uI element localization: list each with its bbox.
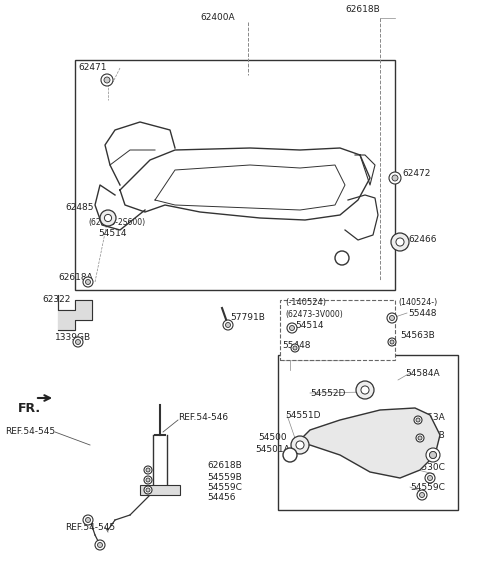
Text: A: A [339,253,345,263]
Text: 54559B: 54559B [207,472,242,481]
Text: 54584A: 54584A [405,369,440,378]
FancyBboxPatch shape [280,300,395,360]
Circle shape [417,490,427,500]
Text: 62618A: 62618A [58,273,93,282]
Text: (62473-3V000): (62473-3V000) [285,311,343,319]
Text: 55448: 55448 [408,308,436,318]
FancyBboxPatch shape [75,60,395,290]
Circle shape [226,323,230,328]
Circle shape [146,488,150,492]
Text: 55448: 55448 [282,341,311,349]
Text: 54559C: 54559C [410,483,445,492]
Text: 54514: 54514 [295,321,324,331]
Text: 62485: 62485 [65,204,94,213]
Circle shape [425,473,435,483]
Text: 1339GB: 1339GB [55,333,91,342]
Circle shape [223,320,233,330]
Text: REF.54-545: REF.54-545 [5,428,55,437]
Circle shape [105,214,111,222]
Text: 54559C: 54559C [207,483,242,492]
Circle shape [428,476,432,480]
Text: (140524-): (140524-) [398,298,437,307]
Text: REF.54-546: REF.54-546 [178,413,228,422]
Circle shape [361,386,369,394]
Text: 54456: 54456 [207,493,236,502]
Text: A: A [288,451,293,459]
Polygon shape [58,295,92,330]
Circle shape [335,251,349,265]
Circle shape [287,323,297,333]
Circle shape [430,451,436,459]
Circle shape [414,416,422,424]
Text: 57791B: 57791B [230,314,265,323]
Circle shape [416,418,420,422]
Circle shape [396,238,404,246]
Text: 54551D: 54551D [285,411,321,420]
Circle shape [101,74,113,86]
Circle shape [426,448,440,462]
Circle shape [391,233,409,251]
Circle shape [85,518,91,523]
Text: 54500: 54500 [258,434,287,442]
Text: 62472: 62472 [402,168,431,177]
Text: 54563B: 54563B [400,331,435,340]
Circle shape [289,325,295,331]
Circle shape [146,478,150,482]
Text: 54530C: 54530C [410,463,445,472]
Text: REF.54-545: REF.54-545 [65,523,115,531]
Circle shape [390,340,394,344]
Circle shape [144,466,152,474]
Circle shape [85,280,91,285]
Text: 54552D: 54552D [310,388,346,397]
FancyBboxPatch shape [278,355,458,510]
Circle shape [291,436,309,454]
Text: FR.: FR. [18,401,41,414]
Circle shape [75,340,81,345]
Text: 62618B: 62618B [207,460,242,469]
Circle shape [389,172,401,184]
Circle shape [430,451,436,459]
Circle shape [392,175,398,181]
Circle shape [283,448,297,462]
Circle shape [420,493,424,497]
Circle shape [388,338,396,346]
Circle shape [100,210,116,226]
Circle shape [144,486,152,494]
FancyBboxPatch shape [140,485,180,495]
Text: 62400A: 62400A [201,12,235,22]
Text: 54501A: 54501A [255,446,290,455]
Text: 62322: 62322 [42,295,71,304]
Circle shape [95,540,105,550]
Text: 62466: 62466 [408,235,436,244]
Text: 54519B: 54519B [410,430,445,439]
Circle shape [291,344,299,352]
Text: 54553A: 54553A [410,413,445,422]
Circle shape [73,337,83,347]
Text: (-140524): (-140524) [285,298,326,307]
Circle shape [416,434,424,442]
Circle shape [97,543,103,548]
Circle shape [144,476,152,484]
Circle shape [83,277,93,287]
Circle shape [83,515,93,525]
Circle shape [418,436,422,440]
Circle shape [356,381,374,399]
Polygon shape [295,408,440,478]
Text: (62473-2S600): (62473-2S600) [88,218,145,226]
Circle shape [387,313,397,323]
Circle shape [296,441,304,449]
Circle shape [389,315,395,320]
Circle shape [104,77,110,83]
Text: 62471: 62471 [78,64,107,73]
Circle shape [146,468,150,472]
Text: 54514: 54514 [98,229,127,238]
Text: 62618B: 62618B [345,6,380,15]
Circle shape [293,346,297,350]
